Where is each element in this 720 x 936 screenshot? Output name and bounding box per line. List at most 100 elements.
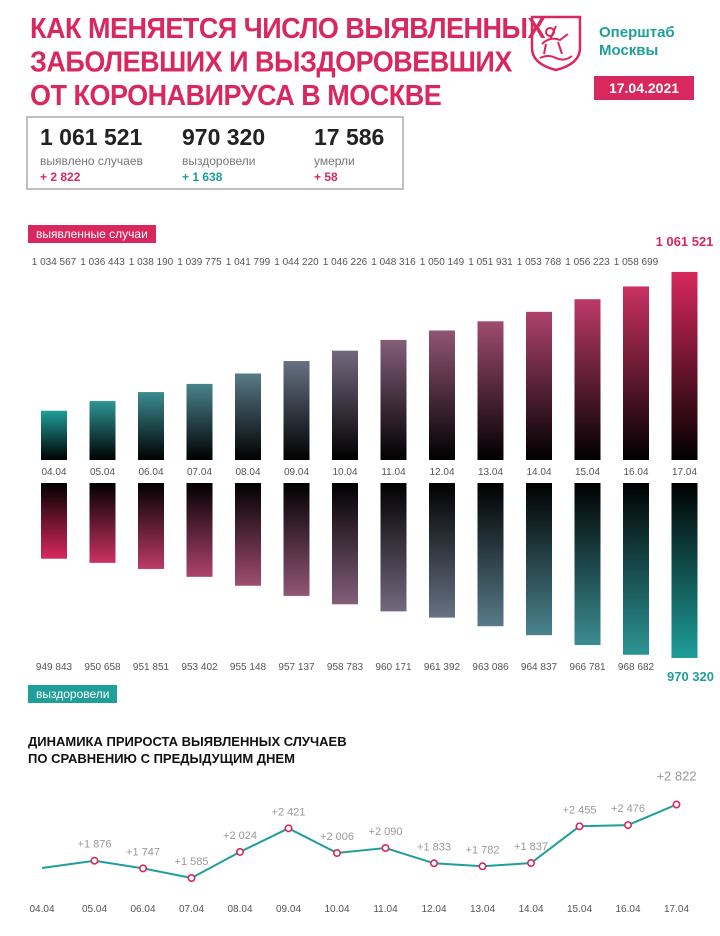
cases-value-label: 1 041 799 bbox=[226, 257, 271, 268]
cases-bar bbox=[429, 330, 455, 460]
increase-point bbox=[236, 847, 245, 856]
cases-bar bbox=[283, 361, 310, 460]
recovered-bar bbox=[235, 483, 261, 586]
increase-point bbox=[526, 859, 535, 868]
increase-point bbox=[139, 864, 148, 873]
stat-cases: 1 061 521 выявлено случаев + 2 822 bbox=[40, 124, 143, 184]
line-chart-title: ДИНАМИКА ПРИРОСТА ВЫЯВЛЕННЫХ СЛУЧАЕВ ПО … bbox=[28, 733, 347, 767]
date-tick-label: 10.04 bbox=[332, 467, 357, 478]
recovered-bar bbox=[138, 483, 164, 569]
cases-value-label: 1 036 443 bbox=[80, 257, 125, 268]
date-tick-label: 13.04 bbox=[478, 467, 503, 478]
recovered-label: выздоровели bbox=[182, 154, 256, 168]
recovered-value-label: 953 402 bbox=[181, 662, 218, 673]
cases-value-label: 1 046 226 bbox=[323, 257, 368, 268]
cases-value-label: 1 051 931 bbox=[468, 257, 513, 268]
increase-point bbox=[284, 824, 293, 833]
recovered-bar bbox=[429, 483, 455, 618]
cases-value-label: 1 038 190 bbox=[129, 257, 174, 268]
recovered-value-label: 966 781 bbox=[569, 662, 606, 673]
title-line-2: ЗАБОЛЕВШИХ И ВЫЗДОРОВЕВШИХ bbox=[30, 46, 512, 78]
title-line-3: ОТ КОРОНАВИРУСА В МОСКВЕ bbox=[30, 79, 442, 112]
summary-box: 1 061 521 выявлено случаев + 2 822 970 3… bbox=[26, 116, 404, 190]
increase-value-label: +2 024 bbox=[223, 830, 257, 842]
increase-point bbox=[90, 856, 99, 865]
recovered-value-label: 955 148 bbox=[230, 662, 267, 673]
cases-value-label: 1 050 149 bbox=[420, 257, 465, 268]
line-date-tick-label: 07.04 bbox=[179, 904, 204, 915]
cases-value-label: 1 056 223 bbox=[565, 257, 610, 268]
recovered-value-label: 950 658 bbox=[84, 662, 121, 673]
recovered-bar bbox=[283, 483, 310, 596]
date-tick-label: 17.04 bbox=[672, 467, 697, 478]
line-date-tick-label: 15.04 bbox=[567, 904, 592, 915]
cases-value-label: 1 061 521 bbox=[656, 234, 714, 249]
increase-point bbox=[575, 822, 584, 831]
line-date-tick-label: 13.04 bbox=[470, 904, 495, 915]
increase-value-label: +2 476 bbox=[611, 803, 645, 815]
line-date-tick-label: 14.04 bbox=[518, 904, 543, 915]
increase-value-label: +2 421 bbox=[272, 806, 306, 818]
cases-bar bbox=[41, 410, 67, 460]
increase-value-label: +1 782 bbox=[466, 844, 500, 856]
increase-line bbox=[41, 803, 677, 880]
line-date-tick-label: 06.04 bbox=[130, 904, 155, 915]
cases-value-label: 1 048 316 bbox=[371, 257, 416, 268]
recovered-value-label: 964 837 bbox=[521, 662, 558, 673]
cases-chart-tag: выявленные случаи bbox=[28, 225, 156, 243]
recovered-bar bbox=[89, 483, 116, 563]
recovered-bar bbox=[671, 483, 698, 658]
increase-value-label: +1 747 bbox=[126, 846, 160, 858]
increase-point bbox=[187, 873, 196, 882]
date-tick-label: 06.04 bbox=[138, 467, 163, 478]
increase-point bbox=[429, 859, 438, 868]
recovered-value-label: 949 843 bbox=[36, 662, 73, 673]
org-name: Оперштаб Москвы bbox=[599, 24, 675, 60]
increase-point bbox=[672, 800, 681, 809]
increase-point bbox=[381, 844, 390, 853]
recovered-value-label: 970 320 bbox=[667, 669, 714, 684]
cases-value-label: 1 058 699 bbox=[614, 257, 659, 268]
recovered-value-label: 963 086 bbox=[472, 662, 509, 673]
date-tick-label: 08.04 bbox=[235, 467, 260, 478]
cases-bar bbox=[623, 286, 649, 460]
date-tick-label: 12.04 bbox=[429, 467, 454, 478]
line-date-tick-label: 16.04 bbox=[615, 904, 640, 915]
recovered-bar bbox=[623, 483, 649, 655]
cases-bar bbox=[186, 383, 213, 460]
line-date-tick-label: 11.04 bbox=[373, 904, 398, 915]
recovered-bar bbox=[477, 483, 504, 627]
date-badge: 17.04.2021 bbox=[594, 76, 694, 100]
recovered-value-label: 960 171 bbox=[375, 662, 412, 673]
increase-value-label: +1 833 bbox=[417, 841, 451, 853]
increase-value-label: +2 006 bbox=[320, 831, 354, 843]
cases-value-label: 1 034 567 bbox=[32, 257, 77, 268]
increase-value-label: +2 090 bbox=[369, 826, 403, 838]
cases-bar bbox=[138, 392, 164, 460]
cases-value-label: 1 039 775 bbox=[177, 257, 222, 268]
cases-bar bbox=[574, 299, 601, 460]
deaths-value: 17 586 bbox=[314, 124, 385, 150]
cases-bar bbox=[380, 339, 407, 460]
increase-value-label: +1 585 bbox=[175, 856, 209, 868]
recovered-delta: + 1 638 bbox=[182, 170, 223, 184]
date-tick-label: 16.04 bbox=[623, 467, 648, 478]
recovered-bar bbox=[380, 483, 407, 612]
line-date-tick-label: 12.04 bbox=[421, 904, 446, 915]
deaths-delta: + 58 bbox=[314, 170, 338, 184]
recovered-bar bbox=[186, 483, 213, 577]
stat-recovered: 970 320 выздоровели + 1 638 bbox=[182, 124, 265, 184]
increase-point bbox=[332, 848, 341, 857]
cases-bar bbox=[671, 271, 698, 460]
date-tick-label: 05.04 bbox=[90, 467, 115, 478]
increase-point bbox=[478, 862, 487, 871]
line-chart-title-1: ДИНАМИКА ПРИРОСТА ВЫЯВЛЕННЫХ СЛУЧАЕВ bbox=[28, 734, 347, 749]
cases-bar bbox=[89, 401, 116, 460]
cases-bar bbox=[235, 373, 261, 460]
cases-value-label: 1 053 768 bbox=[517, 257, 562, 268]
date-tick-label: 15.04 bbox=[575, 467, 600, 478]
line-date-tick-label: 08.04 bbox=[227, 904, 252, 915]
cases-bar bbox=[526, 311, 552, 460]
recovered-value-label: 968 682 bbox=[618, 662, 655, 673]
